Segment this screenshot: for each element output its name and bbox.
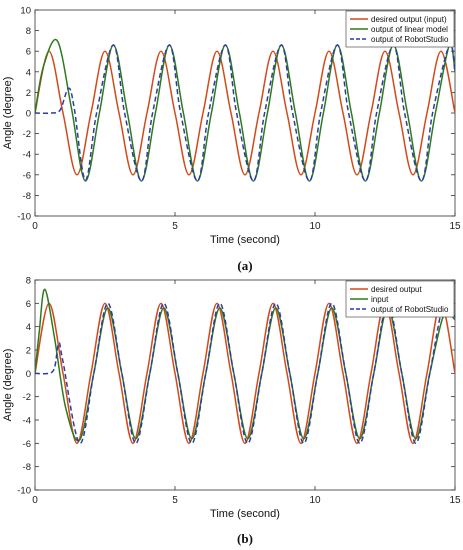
- x-axis-label: Time (second): [210, 508, 280, 520]
- y-tick-label: -2: [23, 129, 31, 140]
- legend-label: output of RobotStudio: [371, 305, 449, 314]
- series-line-3: [35, 43, 455, 182]
- legend-label: desired output (input): [371, 15, 447, 24]
- x-tick-label: 5: [172, 495, 178, 506]
- y-tick-label: 10: [20, 6, 31, 17]
- x-axis-label: Time (second): [210, 234, 280, 246]
- y-tick-label: -8: [23, 191, 31, 202]
- y-tick-label: -10: [17, 212, 31, 223]
- y-tick-label: -6: [23, 439, 31, 450]
- x-tick-label: 10: [309, 495, 321, 506]
- y-axis-label: Angle (degree): [2, 349, 14, 422]
- x-tick-label: 5: [172, 221, 178, 232]
- y-axis-label: Angle (degree): [2, 77, 14, 150]
- y-tick-label: -10: [17, 486, 31, 497]
- series-line-1: [35, 50, 455, 176]
- y-tick-label: 4: [26, 67, 31, 78]
- x-tick-label: 0: [32, 495, 38, 506]
- legend-label: output of linear model: [371, 25, 448, 34]
- y-tick-label: 8: [26, 276, 31, 287]
- x-tick-label: 15: [449, 221, 461, 232]
- y-tick-label: 4: [26, 322, 31, 333]
- x-tick-label: 10: [309, 221, 321, 232]
- y-tick-label: -4: [23, 150, 31, 161]
- y-tick-label: 0: [26, 369, 31, 380]
- y-tick-label: -4: [23, 416, 31, 427]
- chart-panel-b: 0 5 10 15 -10 -8 -6 -4 -2 0 2 4 6 8 Time (second) Angle…: [2, 276, 461, 547]
- y-tick-label: 6: [26, 299, 31, 310]
- y-tick-label: 8: [26, 26, 31, 37]
- legend-label: desired output: [371, 285, 422, 294]
- y-tick-label: 2: [26, 88, 31, 99]
- panel-caption: (b): [237, 531, 253, 546]
- chart-panel-a: 0 5 10 15 -10 -8 -6 -4 -2 0 2 4 6 8 10 Time (second) Ang…: [2, 6, 461, 274]
- legend-label: output of RobotStudio: [371, 35, 449, 44]
- y-tick-label: -8: [23, 462, 31, 473]
- y-tick-label: -6: [23, 170, 31, 181]
- y-tick-label: 0: [26, 109, 31, 120]
- panel-caption: (a): [237, 258, 252, 273]
- x-tick-label: 15: [449, 495, 461, 506]
- y-tick-label: 2: [26, 346, 31, 357]
- x-tick-label: 0: [32, 221, 38, 232]
- legend-label: input: [371, 295, 389, 304]
- series-line-2: [35, 38, 455, 182]
- y-tick-label: -2: [23, 392, 31, 403]
- y-tick-label: 6: [26, 47, 31, 58]
